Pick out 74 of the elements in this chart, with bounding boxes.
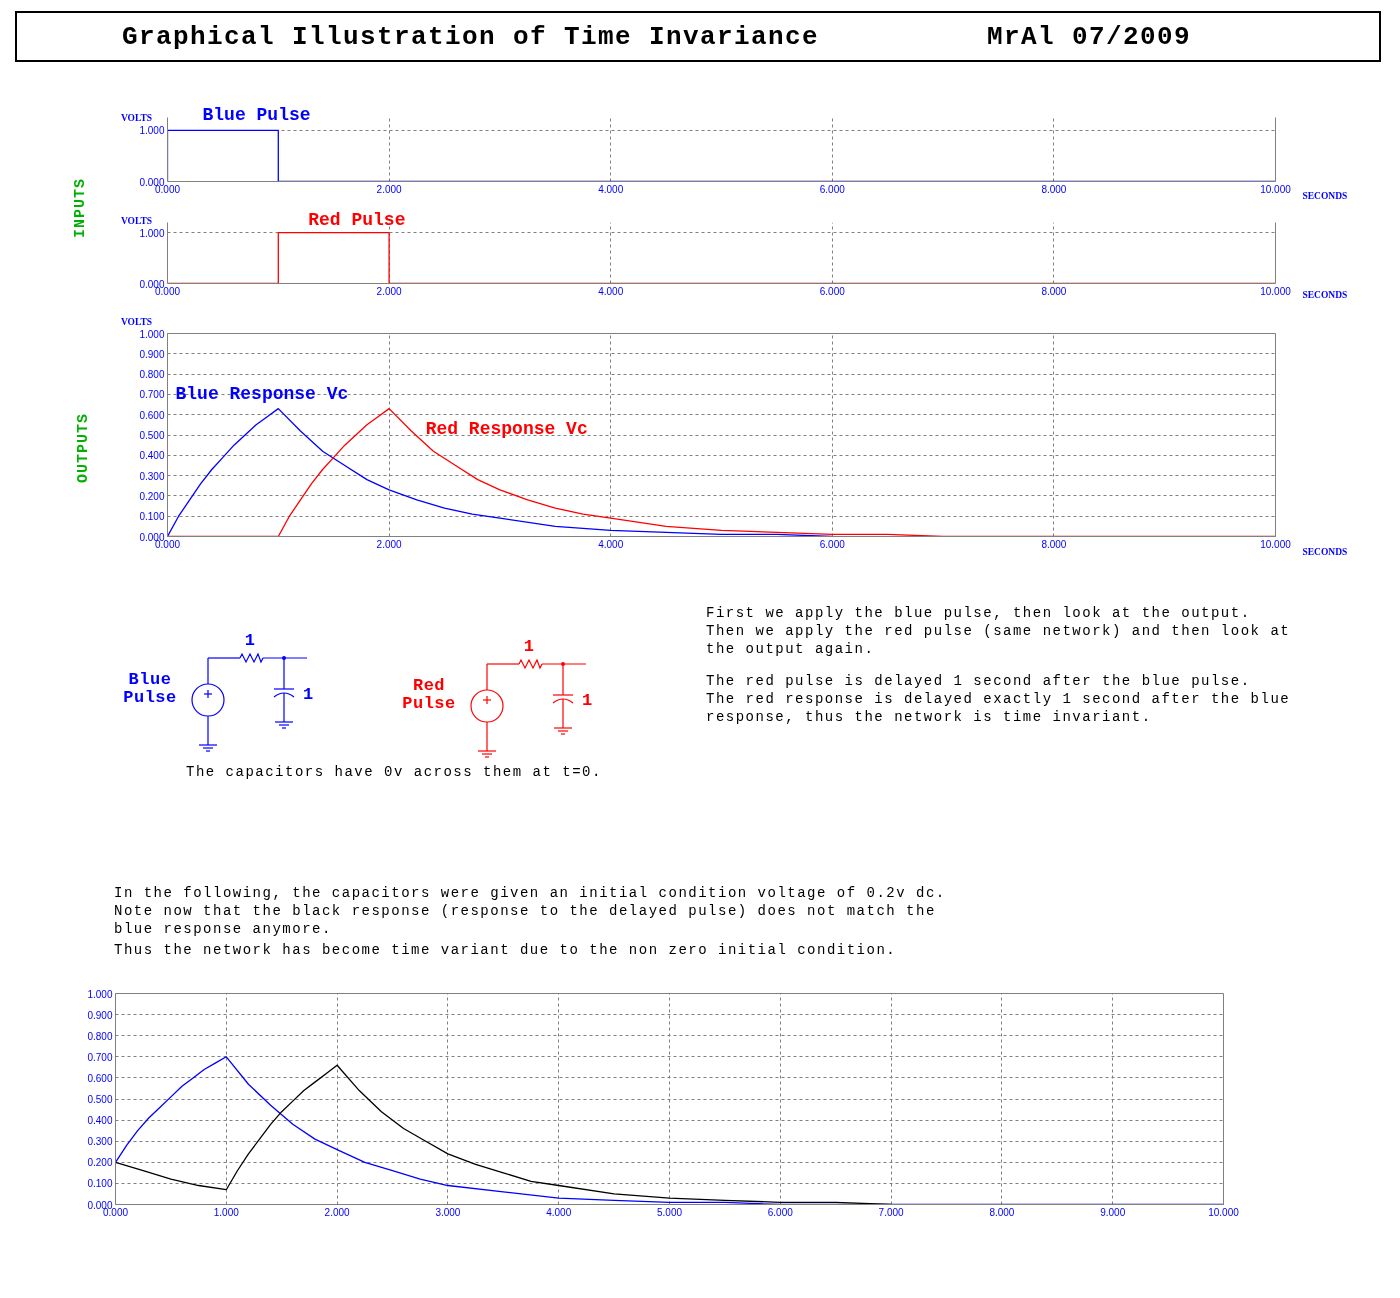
x-axis-title: SECONDS bbox=[1302, 190, 1348, 201]
y-tick-label: 1.000 bbox=[139, 125, 165, 137]
y-tick-label: 0.300 bbox=[139, 470, 165, 482]
x-tick-label: 5.000 bbox=[656, 1206, 683, 1218]
text: Thus the network has become time variant due to the non zero initial condition. bbox=[114, 941, 898, 959]
y-tick-label: 1.000 bbox=[139, 328, 165, 340]
x-tick-label: 2.000 bbox=[324, 1206, 351, 1218]
x-tick-label: 4.000 bbox=[598, 538, 624, 550]
x-tick-label: 3.000 bbox=[435, 1206, 461, 1218]
x-tick-label: 8.000 bbox=[1041, 183, 1067, 195]
text: 1 bbox=[522, 637, 536, 656]
x-tick-label: 10.000 bbox=[1260, 183, 1292, 195]
y-tick-label: 0.700 bbox=[139, 389, 165, 401]
y-tick-label: 1.000 bbox=[139, 227, 165, 239]
x-tick-label: 6.000 bbox=[819, 183, 846, 195]
y-tick-label: 1.000 bbox=[87, 988, 113, 1000]
y-tick-label: 0.400 bbox=[87, 1115, 113, 1127]
y-tick-label: 0.800 bbox=[139, 369, 165, 381]
x-tick-label: 10.000 bbox=[1260, 285, 1292, 297]
x-tick-label: 2.000 bbox=[376, 183, 403, 195]
text: MrAl 07/2009 bbox=[987, 22, 1192, 52]
series-label: Blue Response Vc bbox=[175, 383, 349, 404]
x-tick-label: 4.000 bbox=[546, 1206, 572, 1218]
text: INPUTS bbox=[71, 177, 89, 239]
text: 1 bbox=[303, 685, 314, 704]
x-tick-label: 2.000 bbox=[376, 538, 403, 550]
text: In the following, the capacitors were given an initial condition voltage of 0.2v dc. Note now that the black response (response to the delayed pulse) does not match the blue response anymore. bbox=[114, 884, 947, 938]
y-axis-title: VOLTS bbox=[120, 215, 153, 226]
y-tick-label: 0.600 bbox=[87, 1072, 113, 1084]
y-tick-label: 0.300 bbox=[87, 1136, 113, 1148]
text: OUTPUTS bbox=[74, 412, 92, 484]
text: Graphical Illustration of Time Invariance bbox=[122, 22, 820, 52]
y-tick-label: 0.500 bbox=[87, 1094, 113, 1105]
x-tick-label: 10.000 bbox=[1208, 1206, 1240, 1218]
y-tick-label: 0.800 bbox=[87, 1030, 113, 1042]
text: Blue Pulse bbox=[122, 670, 178, 707]
x-tick-label: 10.000 bbox=[1260, 538, 1292, 550]
y-tick-label: 0.600 bbox=[139, 409, 165, 421]
y-tick-label: 0.500 bbox=[139, 430, 165, 441]
text: The red pulse is delayed 1 second after the blue pulse. bbox=[706, 672, 1252, 690]
x-tick-label: 4.000 bbox=[598, 183, 624, 195]
series-label: Red Pulse bbox=[308, 209, 406, 230]
x-tick-label: 7.000 bbox=[878, 1206, 905, 1218]
x-tick-label: 6.000 bbox=[819, 285, 846, 297]
x-axis-title: SECONDS bbox=[1302, 289, 1348, 300]
series-label: Red Response Vc bbox=[425, 418, 588, 439]
y-tick-label: 0.100 bbox=[87, 1178, 113, 1190]
series-label: Blue Pulse bbox=[202, 105, 311, 126]
x-tick-label: 8.000 bbox=[989, 1206, 1015, 1218]
text: The red response is delayed exactly 1 second after the blue response, thus the network is time invariant. bbox=[706, 690, 1292, 726]
x-tick-label: 8.000 bbox=[1041, 538, 1067, 550]
x-tick-label: 4.000 bbox=[598, 285, 624, 297]
y-axis-title: VOLTS bbox=[120, 113, 153, 124]
text: The capacitors have 0v across them at t=0. bbox=[186, 763, 602, 781]
y-axis-title: VOLTS bbox=[120, 316, 153, 327]
x-axis-title: SECONDS bbox=[1302, 546, 1348, 557]
y-tick-label: 0.700 bbox=[87, 1051, 113, 1063]
text: Then we apply the red pulse (same network) and then look at the output again. bbox=[706, 622, 1292, 658]
x-tick-label: 2.000 bbox=[376, 285, 403, 297]
x-tick-label: 9.000 bbox=[1100, 1206, 1126, 1218]
y-tick-label: 0.900 bbox=[87, 1009, 113, 1021]
text: Red Pulse bbox=[401, 676, 457, 713]
y-tick-label: 0.400 bbox=[139, 450, 165, 462]
y-tick-label: 0.900 bbox=[139, 348, 165, 360]
x-tick-label: 1.000 bbox=[213, 1206, 240, 1218]
y-tick-label: 0.200 bbox=[139, 490, 165, 502]
x-tick-label: 8.000 bbox=[1041, 285, 1067, 297]
x-tick-label: 6.000 bbox=[819, 538, 846, 550]
text: 1 bbox=[582, 691, 593, 710]
text: First we apply the blue pulse, then look at the output. bbox=[706, 604, 1252, 622]
x-tick-label: 6.000 bbox=[767, 1206, 794, 1218]
text: 1 bbox=[243, 631, 257, 650]
y-tick-label: 0.100 bbox=[139, 511, 165, 523]
y-tick-label: 0.200 bbox=[87, 1157, 113, 1169]
